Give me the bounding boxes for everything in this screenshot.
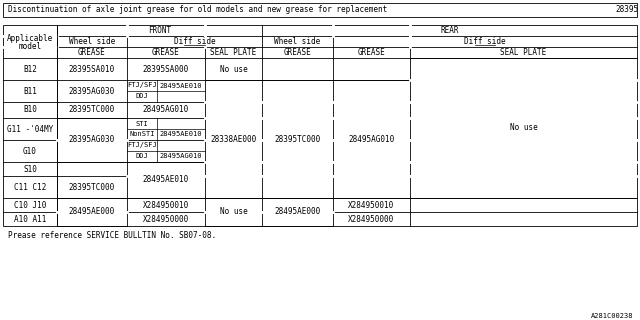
Text: B12: B12 xyxy=(23,65,37,74)
Text: X284950010: X284950010 xyxy=(348,201,395,210)
Text: G10: G10 xyxy=(23,147,37,156)
Text: Prease reference SERVICE BULLTIN No. SB07-08.: Prease reference SERVICE BULLTIN No. SB0… xyxy=(8,231,216,241)
Text: FRONT: FRONT xyxy=(148,26,171,35)
Text: REAR: REAR xyxy=(440,26,459,35)
Text: 28495AE000: 28495AE000 xyxy=(275,207,321,217)
Text: 28495AE010: 28495AE010 xyxy=(160,132,202,138)
Text: No use: No use xyxy=(220,65,248,74)
Text: No use: No use xyxy=(220,207,248,217)
Text: 28495AE000: 28495AE000 xyxy=(69,207,115,217)
Text: DDJ: DDJ xyxy=(136,154,148,159)
Text: No use: No use xyxy=(509,124,538,132)
Text: 28495AG010: 28495AG010 xyxy=(143,106,189,115)
Text: 28495AE010: 28495AE010 xyxy=(143,175,189,185)
Text: Wheel side: Wheel side xyxy=(69,37,115,46)
Text: GREASE: GREASE xyxy=(284,48,312,57)
Text: 28395TC000: 28395TC000 xyxy=(275,134,321,143)
Text: FTJ/SFJ: FTJ/SFJ xyxy=(127,142,157,148)
Text: C10 J10: C10 J10 xyxy=(14,201,46,210)
Text: FTJ/SFJ: FTJ/SFJ xyxy=(127,83,157,89)
Text: 28395AG030: 28395AG030 xyxy=(69,86,115,95)
Text: B10: B10 xyxy=(23,106,37,115)
Bar xyxy=(3,25,637,226)
Text: 28395TC000: 28395TC000 xyxy=(69,182,115,191)
Text: 28495AE010: 28495AE010 xyxy=(160,83,202,89)
Text: C11 C12: C11 C12 xyxy=(14,182,46,191)
Text: 28395SA000: 28395SA000 xyxy=(143,65,189,74)
Text: 28395SA010: 28395SA010 xyxy=(69,65,115,74)
Text: Discontinuation of axle joint grease for old models and new grease for replaceme: Discontinuation of axle joint grease for… xyxy=(8,5,387,14)
Text: DDJ: DDJ xyxy=(136,93,148,100)
Text: 28395AG030: 28395AG030 xyxy=(69,135,115,145)
Text: STI: STI xyxy=(136,121,148,126)
Text: 28395: 28395 xyxy=(616,5,639,14)
Text: G11 -'04MY: G11 -'04MY xyxy=(7,124,53,133)
Text: GREASE: GREASE xyxy=(358,48,385,57)
Text: X284950000: X284950000 xyxy=(348,214,395,223)
Text: SEAL PLATE: SEAL PLATE xyxy=(211,48,257,57)
Text: SEAL PLATE: SEAL PLATE xyxy=(500,48,547,57)
Text: A281C00238: A281C00238 xyxy=(591,313,633,319)
Text: 28495AG010: 28495AG010 xyxy=(160,154,202,159)
Text: NonSTI: NonSTI xyxy=(129,132,155,138)
Text: A10 A11: A10 A11 xyxy=(14,214,46,223)
Text: Wheel side: Wheel side xyxy=(275,37,321,46)
Text: B11: B11 xyxy=(23,86,37,95)
Bar xyxy=(3,3,637,17)
Text: 28495AG010: 28495AG010 xyxy=(348,134,395,143)
Text: GREASE: GREASE xyxy=(152,48,180,57)
Text: X284950000: X284950000 xyxy=(143,214,189,223)
Text: X284950010: X284950010 xyxy=(143,201,189,210)
Text: GREASE: GREASE xyxy=(78,48,106,57)
Text: 28338AE000: 28338AE000 xyxy=(211,134,257,143)
Text: Applicable: Applicable xyxy=(7,34,53,43)
Text: Diff side: Diff side xyxy=(173,37,215,46)
Text: Diff side: Diff side xyxy=(464,37,506,46)
Text: S10: S10 xyxy=(23,164,37,173)
Text: 28395TC000: 28395TC000 xyxy=(69,106,115,115)
Text: model: model xyxy=(19,42,42,51)
